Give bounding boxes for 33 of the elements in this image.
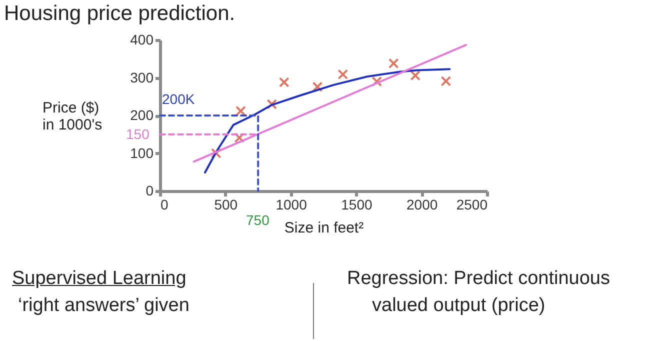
x-tick-label: 0 [160,196,168,212]
point [312,82,323,92]
x-tick-label: 500 [214,196,238,212]
chart-title: Housing price prediction. [4,2,236,26]
y-tick-label: 0 [146,182,154,198]
point [440,76,452,86]
y-tick-label: 100 [130,144,154,161]
point [372,76,382,87]
point [278,77,290,88]
text: 150 [126,126,150,142]
point [210,148,222,158]
x-axis-title: Size in feet² [284,220,364,236]
text: Supervised Learning [12,268,186,290]
x-tick-label: 1500 [341,196,372,212]
point [338,69,348,80]
text: Regression: Predict continuous [347,268,610,290]
x-tick-label: 1000 [276,196,308,212]
y-tick-label: 400 [130,32,154,48]
point [234,132,245,143]
x-tick-label: 2500 [456,196,488,212]
y-tick-label: 300 [130,69,154,86]
point [266,98,278,110]
point [236,106,246,116]
point [410,70,421,81]
text: ‘right answers’ given [18,295,190,317]
x-tick-label: 2000 [406,196,438,212]
point [388,58,399,69]
annotation: 200K [162,91,195,107]
text: valued output (price) [372,295,546,317]
line-series [204,68,451,174]
y-tick-label: 200 [130,107,154,123]
text: 750 [246,212,270,228]
y-axis-title: Price ($) in 1000's [42,100,102,134]
